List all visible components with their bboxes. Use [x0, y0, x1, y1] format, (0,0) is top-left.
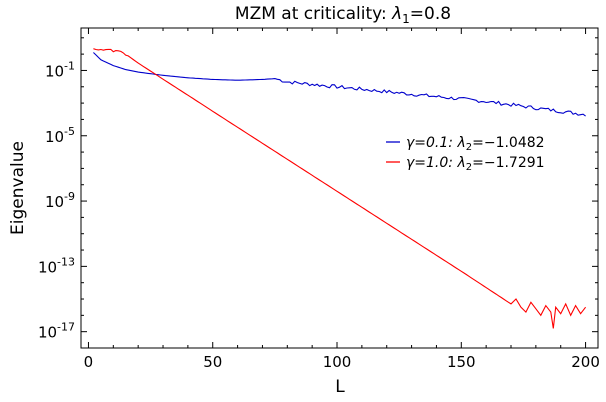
x-tick-label-3: 150: [447, 353, 476, 371]
legend: γ=0.1: λ2=−1.0482 γ=1.0: λ2=−1.7291: [386, 135, 545, 173]
plot-frame: [80, 27, 599, 349]
legend-1-sub: 2: [466, 162, 472, 173]
series-group: [93, 48, 587, 329]
legend-label-series-0: γ=0.1: λ2=−1.0482: [406, 135, 545, 153]
legend-1-value: =−1.7291: [472, 155, 544, 171]
chart-title-lambda: λ: [391, 4, 402, 24]
ticks-group: 0 50 100 150 200 10-1 10-5 10-9 10-13 10-17: [38, 28, 600, 371]
x-tick-label-0: 0: [84, 353, 94, 371]
y-tick-label-0: 10-1: [45, 59, 75, 80]
x-axis-label: L: [335, 377, 345, 397]
series-line-0: [93, 52, 586, 117]
x-tick-label-1: 50: [203, 353, 222, 371]
y-tick-label-2: 10-9: [45, 190, 75, 211]
legend-0-value: =−1.0482: [472, 135, 544, 151]
legend-1-gamma: γ=1.0: λ: [406, 155, 466, 171]
y-tick-label-3: 10-13: [38, 255, 75, 276]
legend-0-gamma: γ=0.1: λ: [406, 135, 466, 151]
x-tick-label-4: 200: [571, 353, 600, 371]
chart-title-suffix: =0.8: [410, 4, 451, 24]
series-line-1: [93, 48, 587, 329]
chart-title: MZM at criticality: λ1=0.8: [235, 4, 451, 26]
legend-0-sub: 2: [466, 142, 472, 153]
legend-label-series-1: γ=1.0: λ2=−1.7291: [406, 155, 545, 173]
y-axis-label: Eigenvalue: [8, 141, 28, 235]
chart-title-prefix: MZM at criticality:: [235, 4, 392, 24]
y-tick-label-1: 10-5: [45, 125, 75, 146]
y-tick-label-4: 10-17: [38, 321, 75, 342]
x-tick-label-2: 100: [323, 353, 352, 371]
chart-title-sub: 1: [402, 12, 410, 26]
